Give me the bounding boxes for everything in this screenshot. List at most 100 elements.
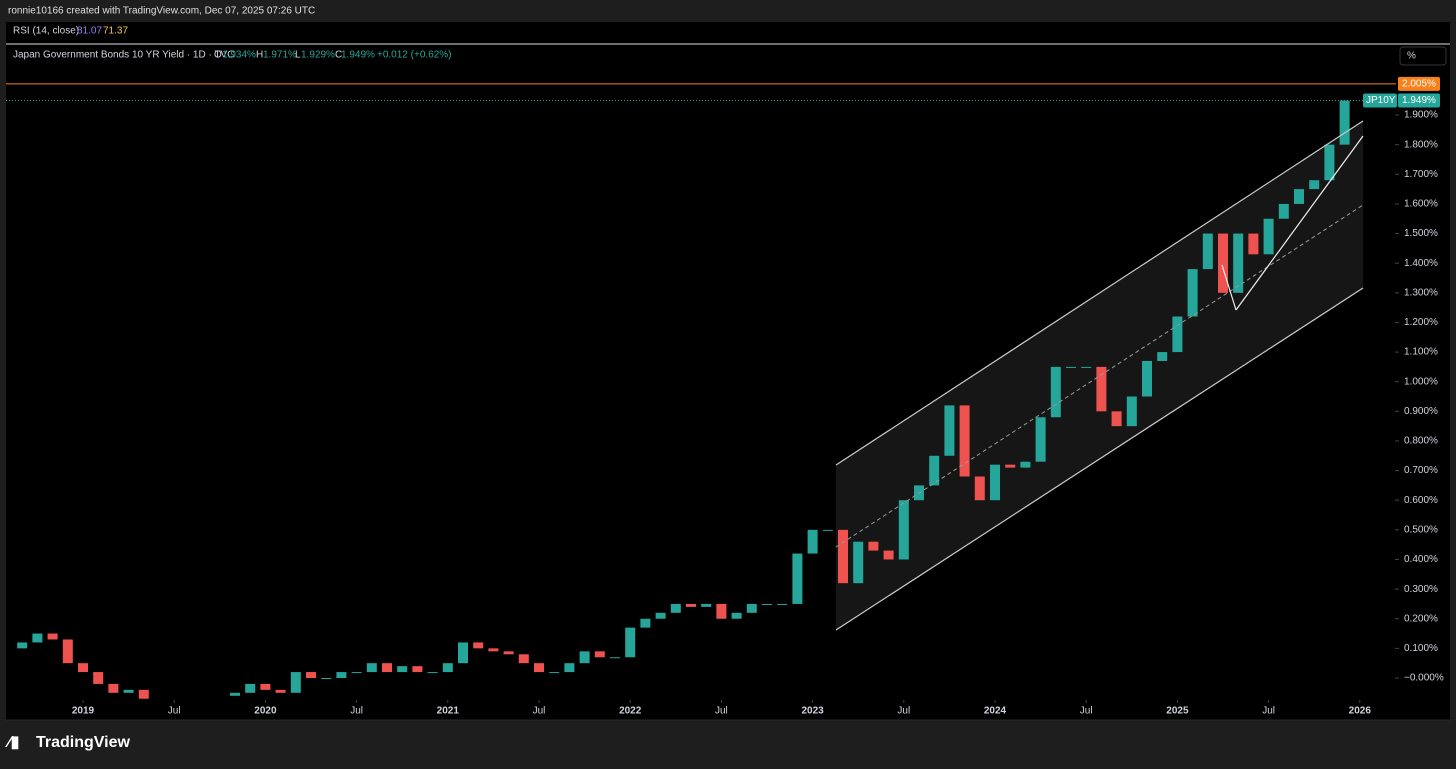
candle [1278,203,1289,219]
rsi-label: RSI (14, close) [13,26,79,37]
legend-l: L [295,50,301,61]
candle [442,663,453,673]
candle [93,672,104,684]
candle [1324,144,1335,181]
price-tag [1398,93,1440,108]
y-tick-label: 0.700% [1404,465,1438,476]
y-tick-label: 1.000% [1404,376,1438,387]
scale-button-label[interactable]: % [1407,51,1416,62]
candle [1157,352,1168,361]
y-tick-label: −0.000% [1404,673,1444,684]
candle [518,654,529,664]
candle [594,651,605,658]
candle [230,692,240,696]
candle [1005,464,1016,468]
y-tick-label: 0.200% [1404,613,1438,624]
candle [959,405,970,477]
legend-c: C [335,50,342,61]
candle [108,683,119,693]
candle [290,672,301,693]
candle [1263,218,1274,255]
candle [1187,269,1198,317]
candle [245,683,256,693]
candle [321,678,332,679]
candle [275,689,286,693]
candle [17,642,28,649]
candle [1066,366,1076,368]
candle [1142,360,1152,397]
candle [32,633,43,643]
candle [78,663,88,673]
candle [792,553,803,604]
candle [260,683,271,690]
y-tick-label: 1.900% [1404,110,1438,121]
x-tick-label: 2020 [254,706,277,717]
candle [351,672,362,674]
legend-h-val: 1.971% [263,50,297,61]
candle [655,612,666,619]
y-tick-label: 1.300% [1404,287,1438,298]
candle [1294,189,1304,204]
candle [534,663,544,673]
x-tick-label: 2024 [984,706,1007,717]
candle [47,633,58,640]
rsi-ma: 71.37 [103,26,128,37]
rsi-value: 81.07 [77,26,102,37]
high-tag [1398,76,1440,91]
candle [306,672,316,678]
brand-logo: ⁄▮ [5,734,19,751]
candle [807,529,818,554]
candle [610,657,620,659]
legend-o: O [214,50,222,61]
brand: TradingView [36,734,131,751]
symbol-tag [1363,93,1397,108]
legend-o-val: 1.934% [222,50,256,61]
candle [427,672,438,674]
y-tick-label: 0.800% [1404,436,1438,447]
candle [853,541,864,584]
candle [1248,233,1259,255]
y-tick-label: 0.900% [1404,406,1438,417]
scale-button[interactable] [1399,46,1447,66]
y-tick-label: 1.800% [1404,139,1438,150]
x-tick-label: Jul [350,706,363,717]
candle [670,603,681,613]
y-tick-label: 0.400% [1404,554,1438,565]
candle [458,642,468,664]
x-tick-label: 2026 [1349,706,1372,717]
symbol-tag-label: JP10Y [1366,95,1396,106]
y-tick-label: 0.100% [1404,643,1438,654]
legend-c-val: 1.949% [341,50,375,61]
candle [564,663,575,673]
legend-l-val: 1.929% [301,50,335,61]
x-tick-label: 2022 [619,706,642,717]
x-tick-label: 2019 [72,706,95,717]
candle [1096,366,1107,412]
candle [1339,100,1350,145]
candle [1020,461,1031,468]
candle [731,612,742,619]
candle [1309,180,1320,190]
candle [488,648,499,652]
y-tick-label: 1.400% [1404,258,1438,269]
symbol: Japan Government Bonds 10 YR Yield · 1D … [13,50,234,61]
candle [686,603,696,607]
x-tick-label: 2023 [801,706,824,717]
wedge-line [1221,264,1237,311]
credit: ronnie10166 created with TradingView.com… [8,6,315,17]
candle [822,529,833,531]
y-tick-label: 1.700% [1404,169,1438,180]
candle [625,627,636,658]
candle [62,639,73,664]
candle [1233,233,1244,293]
x-tick-label: 2025 [1166,706,1189,717]
channel-lower [835,287,1364,631]
x-tick-label: Jul [715,706,728,717]
candle [579,651,590,664]
candle [1126,396,1137,427]
candle [838,529,848,584]
high-tag-label: 2.005% [1402,79,1436,90]
x-tick-label: 2021 [437,706,460,717]
